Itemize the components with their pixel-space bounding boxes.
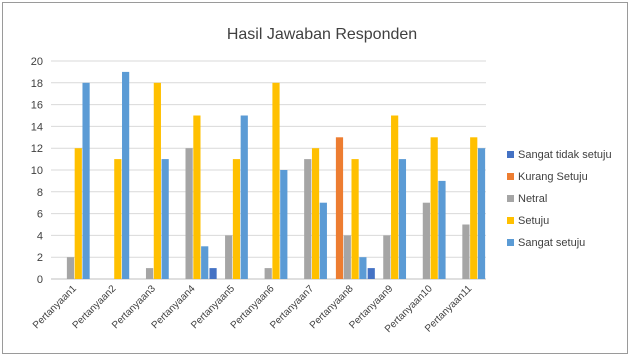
bar (391, 116, 398, 280)
bar (122, 72, 129, 279)
bar (186, 148, 193, 279)
y-tick-label: 4 (37, 230, 43, 242)
bar (280, 170, 287, 279)
bar (193, 116, 200, 280)
legend-swatch (507, 151, 514, 158)
bar (154, 83, 161, 279)
y-tick-label: 6 (37, 209, 43, 221)
y-tick-label: 8 (37, 187, 43, 199)
bar (82, 83, 89, 279)
legend-label: Netral (518, 193, 547, 205)
bar (438, 181, 445, 279)
y-tick-label: 2 (37, 252, 43, 264)
bar (344, 235, 351, 279)
y-tick-label: 16 (31, 100, 43, 112)
y-tick-label: 18 (31, 78, 43, 90)
bar (423, 203, 430, 279)
bar (146, 268, 153, 279)
bar (272, 83, 279, 279)
legend-label: Sangat tidak setuju (518, 149, 612, 161)
bar (470, 137, 477, 279)
bar (114, 159, 121, 279)
bar (225, 235, 232, 279)
legend-swatch (507, 173, 514, 180)
bar (265, 268, 272, 279)
legend-swatch (507, 195, 514, 202)
y-axis-ticks: 0 2 4 6 8 10 12 14 16 18 20 (31, 56, 43, 286)
x-axis-categories: Pertanyaan1Pertanyaan2Pertanyaan3Pertany… (31, 283, 475, 335)
legend-swatch (507, 217, 514, 224)
bar (399, 159, 406, 279)
bar (162, 159, 169, 279)
bar (383, 235, 390, 279)
legend-label: Kurang Setuju (518, 171, 588, 183)
bar (75, 148, 82, 279)
y-tick-label: 20 (31, 56, 43, 68)
bar (359, 257, 366, 279)
legend-label: Setuju (518, 215, 549, 227)
bar (336, 137, 343, 279)
chart-title: Hasil Jawaban Responden (227, 26, 417, 43)
bar (67, 257, 74, 279)
bar (478, 148, 485, 279)
legend-swatch (507, 239, 514, 246)
bar (209, 268, 216, 279)
legend: Sangat tidak setuju Kurang Setuju Netral Se… (507, 149, 612, 249)
bar (320, 203, 327, 279)
bar (462, 225, 469, 280)
bar (304, 159, 311, 279)
y-tick-label: 0 (37, 274, 43, 286)
chart-frame: Hasil Jawaban Responden 0 2 4 6 8 10 12 14 16 18 2… (2, 2, 628, 354)
bar (201, 246, 208, 279)
bar (351, 159, 358, 279)
y-tick-label: 12 (31, 143, 43, 155)
bars (67, 72, 485, 279)
bar (368, 268, 375, 279)
chart-svg: Hasil Jawaban Responden 0 2 4 6 8 10 12 14 16 18 2… (3, 3, 629, 355)
bar (431, 137, 438, 279)
y-tick-label: 14 (31, 121, 43, 133)
bar (241, 116, 248, 280)
legend-label: Sangat setuju (518, 237, 585, 249)
y-tick-label: 10 (31, 165, 43, 177)
bar (312, 148, 319, 279)
bar (233, 159, 240, 279)
